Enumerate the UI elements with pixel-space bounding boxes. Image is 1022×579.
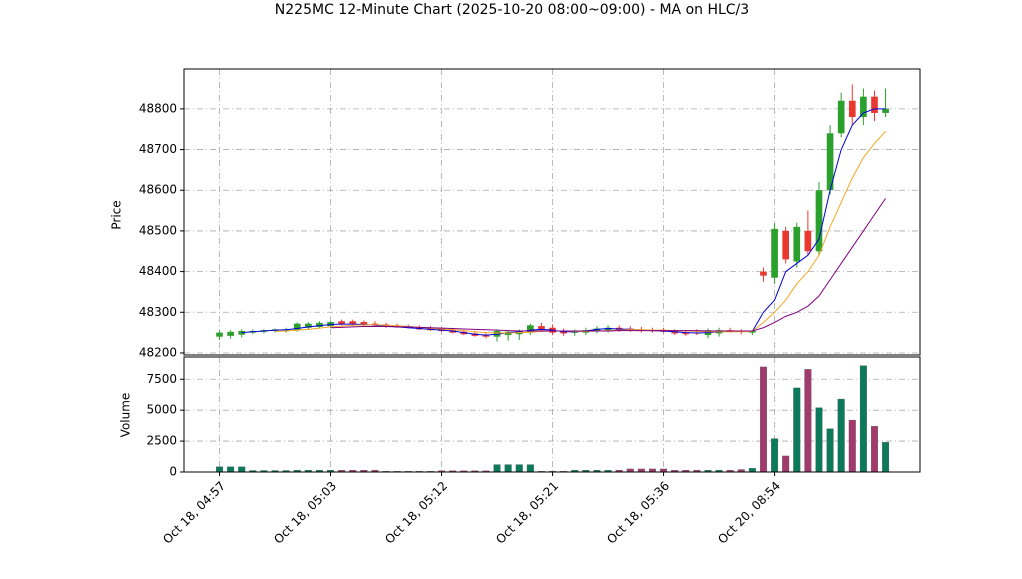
plot-area: 48200 48300 48400 48500 48600 48700 48800 0 2500…: [139, 69, 920, 547]
candle-body: [482, 335, 490, 337]
candle-body: [793, 226, 801, 262]
y-tick-label: 48200: [139, 345, 177, 359]
volume-bar: [504, 464, 512, 473]
y-tick-label: 48400: [139, 264, 177, 278]
volume-tick-label: 5000: [146, 403, 177, 417]
volume-bar: [515, 464, 523, 473]
volume-tick-label: 0: [169, 465, 177, 479]
candle-body: [815, 190, 823, 252]
volume-bar: [871, 426, 878, 473]
x-tick-label: Oct 20, 08:54: [715, 479, 783, 547]
volume-bar: [493, 464, 501, 473]
candle-body: [316, 322, 323, 327]
x-tick-label: Oct 18, 05:21: [493, 479, 561, 547]
candle-body: [293, 323, 301, 331]
candle-body: [760, 271, 767, 276]
volume-bar: [804, 369, 812, 473]
candle-body: [782, 230, 790, 260]
chart-title: N225MC 12-Minute Chart (2025-10-20 08:00…: [275, 2, 749, 18]
candle-body: [860, 96, 867, 118]
x-tick-label: Oct 18, 05:03: [271, 479, 339, 547]
candle-body: [216, 332, 223, 337]
y-axis-label: Price: [110, 200, 124, 229]
candle-body: [305, 323, 312, 328]
candle-body: [882, 108, 889, 113]
volume-frame: [183, 356, 921, 473]
volume-bar: [748, 468, 756, 473]
volume-bar: [782, 455, 790, 473]
y-tick-label: 48800: [139, 101, 177, 115]
y-tick-label: 48600: [139, 183, 177, 197]
volume-bar: [815, 407, 823, 473]
candle-body: [527, 325, 534, 333]
candle-body: [848, 100, 856, 118]
candle-body: [538, 326, 545, 331]
candle-body: [826, 133, 834, 191]
y-tick-label: 48300: [139, 305, 177, 319]
volume-bar: [848, 419, 856, 473]
volume-bar: [859, 365, 867, 473]
volume-bar: [882, 442, 890, 473]
volume-tick-label: 7500: [146, 372, 177, 386]
ma-line: [330, 198, 887, 332]
volume-bar: [526, 464, 534, 473]
volume-axis-label: Volume: [119, 393, 133, 438]
volume-bar: [837, 398, 845, 473]
volume-bar: [759, 366, 767, 473]
volume-bar: [771, 438, 779, 473]
price-frame: [183, 68, 921, 356]
volume-bar: [793, 387, 801, 473]
candle-body: [682, 332, 690, 335]
volume-tick-label: 2500: [146, 434, 177, 448]
y-tick-label: 48500: [139, 223, 177, 237]
candle-body: [227, 331, 234, 336]
volume-bar: [238, 466, 246, 473]
y-tick-label: 48700: [139, 142, 177, 156]
x-tick-label: Oct 18, 04:57: [160, 479, 228, 547]
candle-body: [871, 96, 878, 113]
candle-body: [349, 321, 357, 325]
candle-body: [360, 322, 368, 326]
candle-body: [238, 330, 246, 335]
candle-body: [338, 321, 345, 325]
candle-body: [837, 100, 845, 134]
x-tick-label: Oct 18, 05:36: [604, 479, 672, 547]
x-tick-label: Oct 18, 05:12: [382, 479, 450, 547]
volume-bar: [216, 466, 224, 473]
candle-body: [804, 230, 812, 252]
candle-body: [771, 228, 778, 278]
ma-line: [241, 108, 886, 336]
volume-bar: [227, 466, 235, 473]
volume-bar: [826, 428, 834, 473]
